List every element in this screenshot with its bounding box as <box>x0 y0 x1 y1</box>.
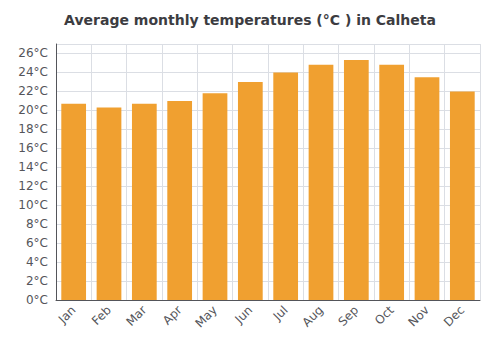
svg-text:Apr: Apr <box>160 303 185 328</box>
svg-text:Average monthly temperatures (: Average monthly temperatures (°C ) in Ca… <box>64 12 436 28</box>
svg-text:16°C: 16°C <box>18 141 48 155</box>
svg-text:2°C: 2°C <box>26 274 48 288</box>
svg-text:May: May <box>193 303 220 330</box>
svg-text:Jan: Jan <box>55 303 79 327</box>
svg-text:10°C: 10°C <box>18 198 48 212</box>
svg-text:12°C: 12°C <box>18 179 48 193</box>
svg-text:Mar: Mar <box>123 303 149 329</box>
svg-text:26°C: 26°C <box>18 46 48 60</box>
svg-text:Jun: Jun <box>231 303 255 327</box>
svg-text:Sep: Sep <box>335 303 361 329</box>
svg-text:4°C: 4°C <box>26 255 48 269</box>
svg-text:Nov: Nov <box>406 303 432 329</box>
svg-text:Dec: Dec <box>441 303 467 329</box>
svg-text:Feb: Feb <box>89 303 114 328</box>
svg-text:8°C: 8°C <box>26 217 48 231</box>
svg-text:0°C: 0°C <box>26 293 48 307</box>
svg-text:22°C: 22°C <box>18 84 48 98</box>
svg-text:20°C: 20°C <box>18 103 48 117</box>
svg-text:Aug: Aug <box>299 303 325 329</box>
svg-text:14°C: 14°C <box>18 160 48 174</box>
svg-text:24°C: 24°C <box>18 65 48 79</box>
svg-text:Jul: Jul <box>270 303 291 324</box>
svg-text:18°C: 18°C <box>18 122 48 136</box>
svg-text:Oct: Oct <box>372 303 397 328</box>
svg-text:6°C: 6°C <box>26 236 48 250</box>
